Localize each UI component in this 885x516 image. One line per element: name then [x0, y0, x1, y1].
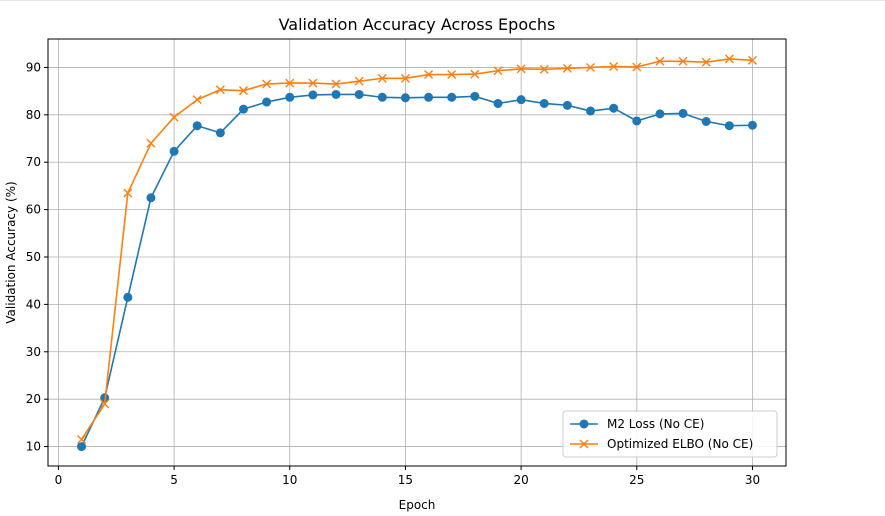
data-point	[308, 90, 318, 100]
data-point	[331, 79, 341, 89]
y-tick-label: 60	[26, 203, 41, 217]
data-point	[516, 64, 526, 74]
x-axis-label: Epoch	[399, 498, 436, 512]
data-point	[192, 121, 202, 131]
data-point	[215, 128, 225, 138]
data-point	[377, 92, 387, 102]
data-point	[77, 442, 87, 452]
grid	[48, 39, 786, 466]
series-layer	[77, 54, 757, 452]
data-point	[562, 100, 572, 110]
data-point	[331, 89, 341, 99]
data-point	[308, 78, 318, 88]
data-point	[632, 62, 642, 72]
x-tick-label: 15	[398, 473, 413, 487]
top-divider	[0, 0, 885, 1]
x-tick-label: 30	[745, 473, 760, 487]
x-tick-label: 5	[170, 473, 178, 487]
data-point	[678, 56, 688, 66]
data-point	[470, 69, 480, 79]
data-point	[238, 104, 248, 114]
chart-title: Validation Accuracy Across Epochs	[279, 15, 556, 34]
data-point	[424, 70, 434, 80]
data-point	[586, 62, 596, 72]
data-point	[400, 93, 410, 103]
data-point	[609, 103, 619, 113]
data-point	[632, 116, 642, 126]
data-point	[100, 399, 110, 409]
data-point	[516, 95, 526, 105]
data-point	[447, 70, 457, 80]
data-point	[724, 54, 734, 64]
data-point	[169, 146, 179, 156]
data-point	[146, 138, 156, 148]
y-tick-label: 10	[26, 440, 41, 454]
data-point	[747, 55, 757, 65]
data-point	[493, 98, 503, 108]
data-point	[724, 121, 734, 131]
data-point	[447, 92, 457, 102]
y-axis-label: Validation Accuracy (%)	[4, 181, 18, 323]
y-tick-label: 30	[26, 345, 41, 359]
y-tick-label: 80	[26, 108, 41, 122]
data-point	[192, 95, 202, 105]
data-point	[238, 86, 248, 96]
plot-frame	[47, 38, 787, 467]
data-point	[562, 63, 572, 73]
data-point	[77, 434, 87, 444]
data-point	[701, 116, 711, 126]
data-point	[262, 79, 272, 89]
y-tick-label: 90	[26, 60, 41, 74]
legend-marker	[579, 439, 589, 449]
data-point	[655, 109, 665, 119]
data-point	[285, 92, 295, 102]
data-point	[539, 64, 549, 74]
series-1	[77, 89, 757, 452]
series-2	[77, 54, 757, 444]
data-point	[470, 91, 480, 101]
data-point	[354, 89, 364, 99]
x-tick-label: 20	[513, 473, 528, 487]
data-point	[215, 85, 225, 95]
data-point	[747, 120, 757, 130]
y-tick-label: 20	[26, 392, 41, 406]
y-tick-label: 40	[26, 297, 41, 311]
legend-label: M2 Loss (No CE)	[607, 417, 704, 431]
x-tick-label: 0	[55, 473, 63, 487]
data-point	[354, 76, 364, 86]
data-point	[678, 108, 688, 118]
x-tick-label: 25	[629, 473, 644, 487]
x-tick-label: 10	[282, 473, 297, 487]
legend-marker	[579, 419, 589, 429]
data-point	[655, 56, 665, 66]
y-tick-label: 50	[26, 250, 41, 264]
data-point	[701, 57, 711, 67]
data-point	[123, 292, 133, 302]
data-point	[424, 92, 434, 102]
legend: M2 Loss (No CE) Optimized ELBO (No CE)	[562, 410, 778, 458]
data-point	[586, 106, 596, 116]
data-point	[493, 66, 503, 76]
data-point	[539, 98, 549, 108]
data-point	[262, 97, 272, 107]
data-point	[377, 73, 387, 83]
data-point	[123, 188, 133, 198]
y-tick-label: 70	[26, 155, 41, 169]
legend-label: Optimized ELBO (No CE)	[607, 437, 753, 451]
data-point	[146, 193, 156, 203]
data-point	[285, 78, 295, 88]
data-point	[169, 112, 179, 122]
data-point	[609, 61, 619, 71]
axis-ticks: 0 5 10 15 20 25 30 10 20 30 40 50 60 70 80 90	[26, 60, 760, 487]
data-point	[400, 73, 410, 83]
series-line	[80, 93, 753, 447]
legend-box	[562, 410, 778, 458]
